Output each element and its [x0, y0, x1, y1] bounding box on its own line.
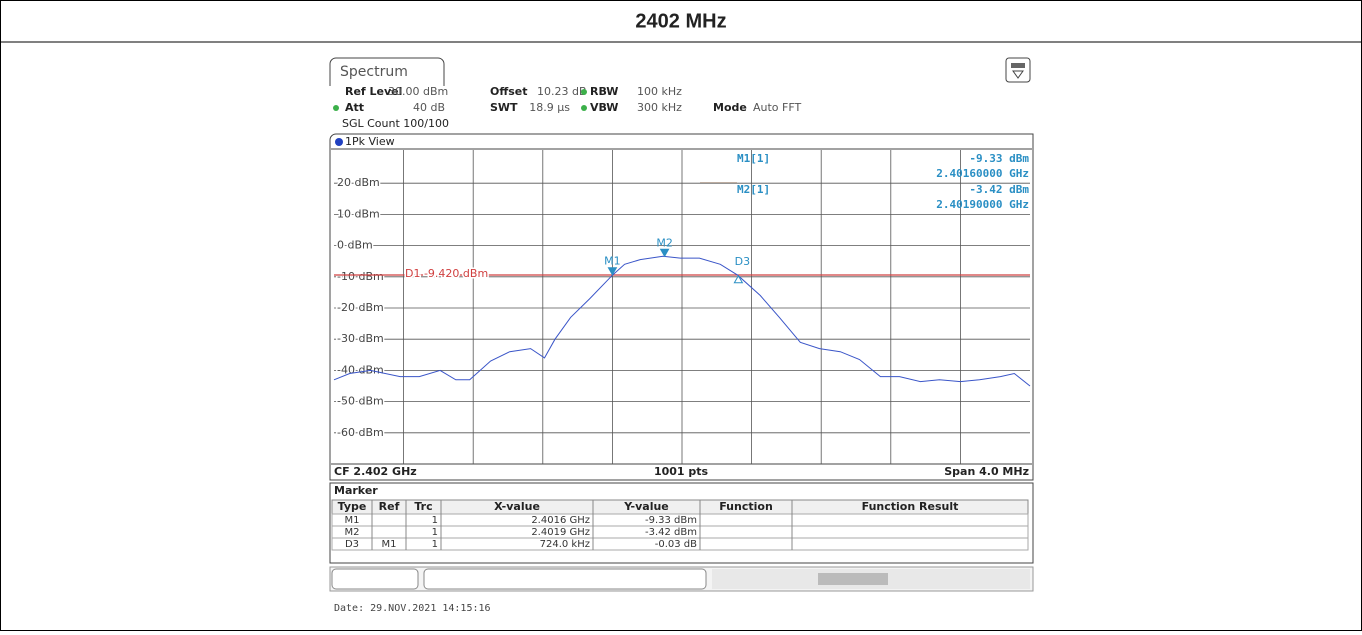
setting-value: 40 dB — [413, 101, 445, 114]
setting-label: RBW — [590, 85, 618, 98]
table-cell: M1 — [382, 539, 397, 550]
column-header: Function Result — [862, 500, 959, 513]
table-cell: -3.42 dBm — [645, 527, 697, 538]
y-tick-label: -30 dBm — [337, 332, 384, 345]
setting-value: 300 kHz — [637, 101, 682, 114]
table-cell: 1 — [432, 539, 438, 550]
setting-value: 18.9 µs — [529, 101, 570, 114]
plot-frame — [329, 133, 1034, 481]
readout-y: -3.42 dBm — [969, 183, 1029, 196]
y-tick-label: -20 dBm — [337, 301, 384, 314]
table-cell: 2.4019 GHz — [531, 527, 590, 538]
pts-label: 1001 pts — [654, 465, 709, 478]
y-tick-label: 0 dBm — [337, 239, 373, 252]
span-label: Span 4.0 MHz — [944, 465, 1029, 478]
setting-label: Mode — [713, 101, 747, 114]
icon-part — [1011, 63, 1025, 68]
column-header: Trc — [414, 500, 432, 513]
tab[interactable] — [329, 57, 445, 86]
sgl-count: SGL Count 100/100 — [342, 117, 449, 130]
marker-label: D3 — [735, 255, 750, 268]
header-title: 2402 MHz — [635, 10, 726, 32]
column-header: Y-value — [623, 500, 669, 513]
setting-value: 100 kHz — [637, 85, 682, 98]
display-line-label: D1 -9.420 dBm — [405, 267, 488, 280]
table-cell: 2.4016 GHz — [531, 515, 590, 526]
status-field[interactable] — [331, 568, 419, 590]
table-row — [331, 537, 1029, 551]
view-dot — [335, 138, 343, 146]
icon-part — [1012, 70, 1024, 79]
readout-name: M1[1] — [737, 152, 770, 165]
y-tick-label: -10 dBm — [337, 270, 384, 283]
y-tick-label: -50 dBm — [337, 395, 384, 408]
status-dot — [333, 105, 339, 111]
setting-label: SWT — [490, 101, 518, 114]
column-header: Type — [338, 500, 367, 513]
marker-title: Marker — [334, 484, 378, 497]
date: Date: 29.NOV.2021 14:15:16 — [334, 603, 491, 614]
readout-x: 2.40190000 GHz — [936, 198, 1029, 211]
trace — [333, 255, 1031, 387]
status-field[interactable] — [423, 568, 707, 590]
readout-y: -9.33 dBm — [969, 152, 1029, 165]
column-header: Function — [719, 500, 773, 513]
table-cell: -9.33 dBm — [645, 515, 697, 526]
marker-label: M1 — [604, 255, 621, 268]
status-dot — [581, 105, 587, 111]
table-cell: D3 — [345, 539, 359, 550]
view-label: 1Pk View — [345, 135, 395, 148]
y-tick-label: 10 dBm — [337, 207, 380, 220]
setting-value: Auto FFT — [753, 101, 801, 114]
table-cell: M2 — [345, 527, 360, 538]
setting-value: 10.23 dB — [537, 85, 587, 98]
table-cell: M1 — [345, 515, 360, 526]
cf-label: CF 2.402 GHz — [334, 465, 417, 478]
marker-label: M2 — [656, 236, 673, 249]
status-dot — [581, 89, 587, 95]
table-cell: 1 — [432, 527, 438, 538]
marker — [733, 274, 744, 284]
setting-label: Ref Level — [345, 85, 402, 98]
marker — [659, 248, 670, 258]
y-tick-label: 20 dBm — [337, 176, 380, 189]
y-tick-label: -40 dBm — [337, 363, 384, 376]
readout-name: M2[1] — [737, 183, 770, 196]
y-tick-label: -60 dBm — [337, 426, 384, 439]
table-cell: 724.0 kHz — [540, 539, 590, 550]
setting-value: 30.00 dBm — [388, 85, 448, 98]
setting-label: Offset — [490, 85, 528, 98]
tab-label: Spectrum — [340, 64, 408, 80]
setting-label: Att — [345, 101, 364, 114]
table-cell: -0.03 dB — [655, 539, 697, 550]
column-header: Ref — [379, 500, 400, 513]
setting-label: VBW — [590, 101, 618, 114]
readout-x: 2.40160000 GHz — [936, 167, 1029, 180]
column-header: X-value — [494, 500, 540, 513]
table-cell: 1 — [432, 515, 438, 526]
marker — [607, 267, 618, 276]
progress — [818, 573, 888, 585]
